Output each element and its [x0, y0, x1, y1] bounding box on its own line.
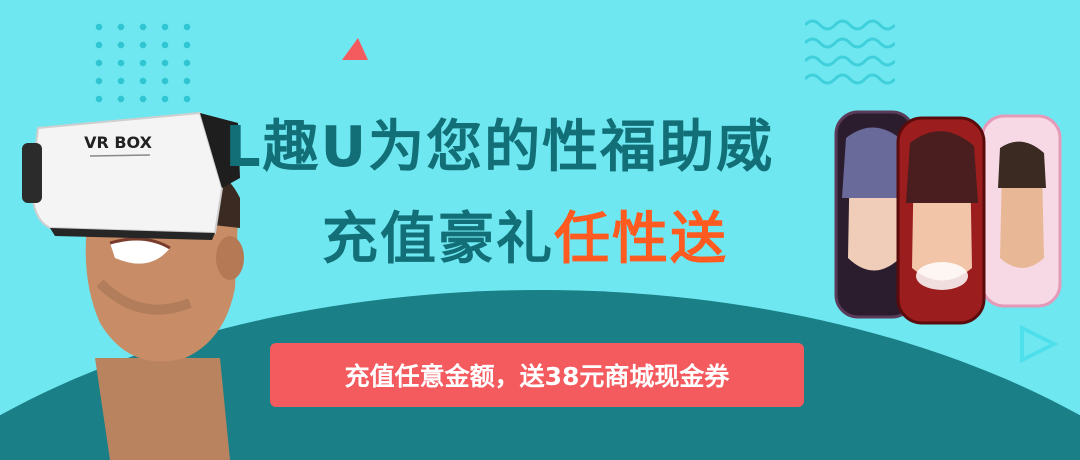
- headline-line-1: L趣U为您的性福助威: [225, 115, 775, 180]
- headline-line-2-text: 充值豪礼: [322, 207, 554, 272]
- triangle-decoration-red: [342, 38, 368, 60]
- triangle-outline-decoration: [1020, 324, 1059, 364]
- recharge-promo-button[interactable]: 充值任意金额，送38元商城现金券: [270, 343, 804, 407]
- vr-headset-person-image: VR BOX: [22, 111, 244, 460]
- dot-pattern: [88, 18, 198, 108]
- headline-line-2: 充值豪礼任性送: [322, 194, 728, 275]
- vr-box-logo: VR BOX: [84, 133, 153, 152]
- headline-highlight: 任性送: [554, 207, 728, 272]
- product-cans-image: [834, 110, 1062, 325]
- wave-lines-decoration: [805, 19, 895, 85]
